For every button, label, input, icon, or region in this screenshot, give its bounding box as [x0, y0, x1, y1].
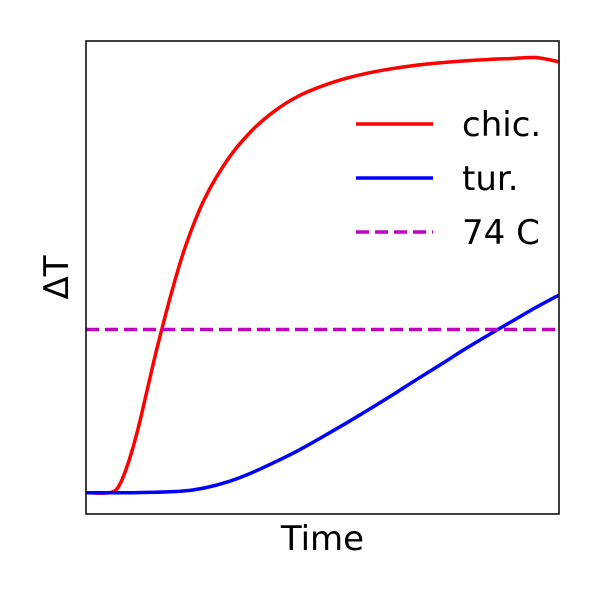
legend-label-1: chic.: [462, 105, 541, 145]
legend-label-3: 74 C: [462, 213, 540, 253]
legend: chic. tur. 74 C: [356, 105, 541, 253]
legend-label-2: tur.: [462, 159, 519, 199]
series-line-1: [86, 55, 559, 495]
series-line-2: [86, 293, 559, 495]
y-axis-label: ΔT: [37, 255, 77, 299]
plot-lines: [86, 55, 559, 495]
x-axis-label: Time: [280, 519, 364, 559]
plot-frame: [85, 40, 560, 515]
